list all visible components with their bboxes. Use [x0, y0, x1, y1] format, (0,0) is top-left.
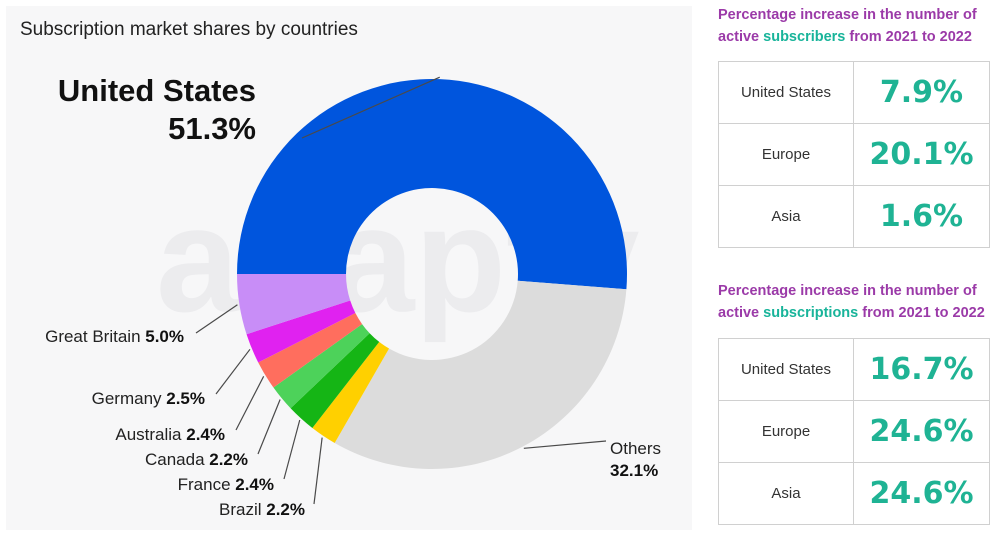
leader-line-great-britain: [195, 304, 238, 334]
slice-label: France 2.4%: [178, 475, 274, 494]
value-cell: 16.7%: [853, 338, 990, 401]
leader-line-brazil: [313, 437, 323, 505]
value-cell: 7.9%: [853, 61, 990, 124]
slice-label: Germany 2.5%: [92, 389, 205, 408]
leader-line-germany: [215, 348, 251, 395]
table-row: Europe 20.1%: [718, 123, 990, 186]
slice-great-britain: [237, 274, 351, 335]
slice-australia: [258, 313, 363, 388]
slice-france: [290, 333, 380, 428]
slice-label: Australia 2.4%: [115, 425, 225, 444]
value-cell: 20.1%: [853, 123, 990, 186]
slice-label-name: Others: [610, 439, 661, 458]
label-france: France 2.4%: [178, 475, 274, 494]
region-cell: Europe: [718, 400, 854, 463]
slice-canada: [273, 324, 370, 409]
slice-others: [334, 280, 627, 470]
label-germany: Germany 2.5%: [92, 389, 205, 408]
label-australia: Australia 2.4%: [115, 425, 225, 444]
leader-line-australia: [235, 376, 265, 431]
region-cell: Asia: [718, 185, 854, 248]
subscribers-heading: Percentage increase in the number of act…: [718, 7, 977, 45]
table-row: Europe 24.6%: [718, 400, 990, 463]
region-cell: Europe: [718, 123, 854, 186]
value-cell: 1.6%: [853, 185, 990, 248]
leader-line-canada: [257, 399, 281, 455]
subscriptions-table: United States 16.7% Europe 24.6% Asia 24…: [718, 338, 990, 525]
slice-label: Great Britain 5.0%: [45, 327, 184, 346]
slice-germany: [246, 300, 356, 363]
slice-label-name: United States: [58, 73, 256, 108]
slice-label-value: 51.3%: [168, 111, 256, 146]
region-cell: Asia: [718, 462, 854, 525]
label-brazil: Brazil 2.2%: [219, 500, 305, 519]
table-row: Asia 1.6%: [718, 185, 990, 248]
chart-title: Subscription market shares by countries: [20, 19, 358, 40]
label-canada: Canada 2.2%: [145, 450, 248, 469]
slice-brazil: [312, 341, 390, 443]
leader-line-others: [523, 440, 607, 449]
slice-label: Canada 2.2%: [145, 450, 248, 469]
donut-chart: adapty United States51.3%Others32.1%Braz…: [45, 73, 661, 519]
table-row: United States 7.9%: [718, 61, 990, 124]
region-cell: United States: [718, 338, 854, 401]
value-cell: 24.6%: [853, 462, 990, 525]
chart-panel: Subscription market shares by countries …: [6, 6, 692, 530]
slice-label: Brazil 2.2%: [219, 500, 305, 519]
subscriptions-heading: Percentage increase in the number of act…: [718, 283, 985, 321]
label-others: Others 32.1%: [610, 439, 661, 480]
slice-label-value: 32.1%: [610, 461, 658, 480]
table-row: Asia 24.6%: [718, 462, 990, 525]
table-row: United States 16.7%: [718, 338, 990, 401]
region-cell: United States: [718, 61, 854, 124]
leader-line-united-states: [301, 76, 440, 139]
leader-line-france: [283, 419, 301, 480]
slice-united-states: [237, 79, 627, 290]
value-cell: 24.6%: [853, 400, 990, 463]
subscribers-table: United States 7.9% Europe 20.1% Asia 1.6…: [718, 61, 990, 248]
label-great-britain: Great Britain 5.0%: [45, 327, 184, 346]
